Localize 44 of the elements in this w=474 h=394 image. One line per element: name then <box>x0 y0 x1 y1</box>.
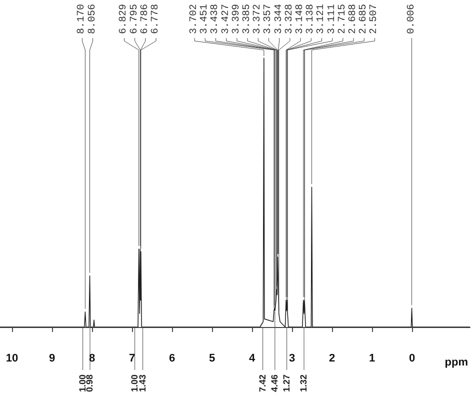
annotation: 7.42 <box>257 374 268 392</box>
annotation: 1.00 <box>129 374 140 392</box>
annotation: 3.372 <box>252 4 264 34</box>
x-axis-title: ppm <box>444 356 468 368</box>
annotation: 1.32 <box>298 374 308 392</box>
x-tick-label: 0 <box>408 352 416 364</box>
annotation: 6.795 <box>129 4 140 34</box>
annotation: 3.451 <box>200 4 211 34</box>
annotation: 2.715 <box>337 4 348 34</box>
annotation: 3.385 <box>242 4 254 34</box>
annotation: 1.00 <box>77 374 88 392</box>
annotation: 8.056 <box>87 4 98 34</box>
annotation: 0.006 <box>406 4 418 34</box>
annotation: 3.138 <box>306 4 317 34</box>
annotation: 2.685 <box>358 4 370 34</box>
x-tick-label: 3 <box>288 352 296 364</box>
annotation: 3.111 <box>326 4 338 34</box>
annotation: 3.702 <box>189 4 200 34</box>
x-tick-label: 10 <box>6 352 18 364</box>
annotation: 1.27 <box>281 374 292 392</box>
x-tick-label: 6 <box>168 352 176 364</box>
x-tick-label: 5 <box>208 352 216 364</box>
annotation: 3.148 <box>295 4 306 34</box>
annotation: 3.357 <box>263 4 274 34</box>
x-tick-label: 2 <box>328 352 336 364</box>
x-tick-label: 1 <box>368 352 376 364</box>
annotation: 2.507 <box>369 4 380 34</box>
annotation: 3.427 <box>220 4 232 34</box>
annotation: 6.829 <box>118 4 130 34</box>
annotation: 8.170 <box>76 4 88 34</box>
annotation: 4.46 <box>269 374 280 392</box>
annotation: 3.438 <box>210 4 222 34</box>
annotation: 1.43 <box>137 374 148 392</box>
annotation: 3.328 <box>284 4 296 34</box>
annotation: 3.121 <box>316 4 328 34</box>
annotation: 6.778 <box>150 4 162 34</box>
annotation: 2.688 <box>348 4 360 34</box>
x-tick-label: 4 <box>248 352 256 364</box>
x-tick-label: 8 <box>88 352 96 364</box>
x-tick-label: 9 <box>48 352 56 364</box>
annotation: 3.399 <box>231 4 242 34</box>
annotation: 3.344 <box>274 4 285 34</box>
annotation: 0.98 <box>84 374 94 392</box>
annotation: 6.786 <box>140 4 151 34</box>
